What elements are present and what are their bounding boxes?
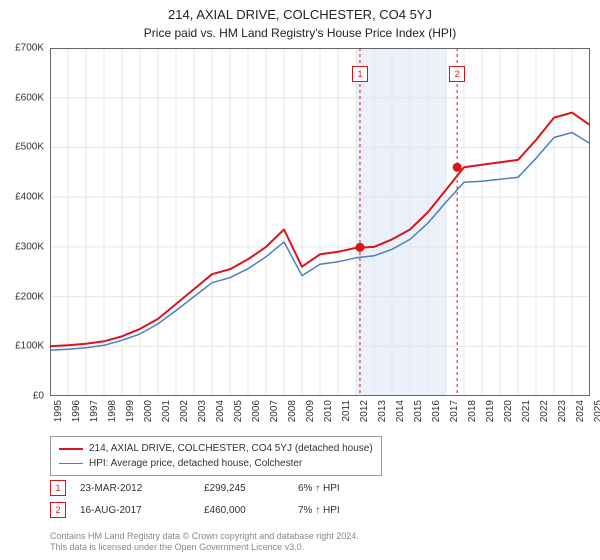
footer-line: This data is licensed under the Open Gov… <box>50 542 359 554</box>
x-axis-label: 2010 <box>323 400 334 422</box>
sale-date: 23-MAR-2012 <box>80 483 190 494</box>
x-axis-label: 2017 <box>449 400 460 422</box>
y-axis-label: £200K <box>15 291 44 302</box>
legend-item: HPI: Average price, detached house, Colc… <box>59 456 373 471</box>
x-axis-label: 2020 <box>503 400 514 422</box>
page-subtitle: Price paid vs. HM Land Registry's House … <box>0 24 600 40</box>
x-axis-label: 2007 <box>269 400 280 422</box>
sale-price: £299,245 <box>204 483 284 494</box>
y-axis-label: £400K <box>15 192 44 203</box>
x-axis-label: 2015 <box>413 400 424 422</box>
sale-pct: 6% ↑ HPI <box>298 483 398 494</box>
y-axis-label: £700K <box>15 43 44 54</box>
sale-pct: 7% ↑ HPI <box>298 505 398 516</box>
legend-label: HPI: Average price, detached house, Colc… <box>89 456 302 471</box>
sale-row: 2 16-AUG-2017 £460,000 7% ↑ HPI <box>50 502 398 518</box>
x-axis-label: 2023 <box>557 400 568 422</box>
sale-date: 16-AUG-2017 <box>80 505 190 516</box>
x-axis-label: 2025 <box>593 400 600 422</box>
footer-line: Contains HM Land Registry data © Crown c… <box>50 531 359 543</box>
legend-swatch <box>59 448 83 450</box>
sale-marker-icon: 1 <box>50 480 66 496</box>
x-axis-label: 2009 <box>305 400 316 422</box>
x-axis-label: 2019 <box>485 400 496 422</box>
x-axis-label: 2014 <box>395 400 406 422</box>
x-axis-label: 2002 <box>179 400 190 422</box>
y-axis-label: £100K <box>15 341 44 352</box>
legend: 214, AXIAL DRIVE, COLCHESTER, CO4 5YJ (d… <box>50 436 382 476</box>
x-axis-label: 2005 <box>233 400 244 422</box>
x-axis-label: 2021 <box>521 400 532 422</box>
x-axis-label: 2016 <box>431 400 442 422</box>
x-axis-label: 1997 <box>89 400 100 422</box>
legend-item: 214, AXIAL DRIVE, COLCHESTER, CO4 5YJ (d… <box>59 441 373 456</box>
x-axis-label: 2022 <box>539 400 550 422</box>
y-axis-label: £300K <box>15 241 44 252</box>
x-axis-label: 2008 <box>287 400 298 422</box>
chart-svg <box>50 48 590 396</box>
y-axis-label: £600K <box>15 92 44 103</box>
x-axis-label: 2018 <box>467 400 478 422</box>
x-axis-label: 1995 <box>53 400 64 422</box>
sale-marker-icon: 2 <box>50 502 66 518</box>
x-axis-label: 2024 <box>575 400 586 422</box>
page-title: 214, AXIAL DRIVE, COLCHESTER, CO4 5YJ <box>0 0 600 24</box>
x-axis-label: 1999 <box>125 400 136 422</box>
x-axis-label: 2003 <box>197 400 208 422</box>
x-axis-label: 2011 <box>341 400 352 422</box>
x-axis-label: 2004 <box>215 400 226 422</box>
x-axis-label: 1996 <box>71 400 82 422</box>
x-axis-label: 2006 <box>251 400 262 422</box>
footer: Contains HM Land Registry data © Crown c… <box>50 531 359 554</box>
chart: £0£100K£200K£300K£400K£500K£600K£700K 19… <box>50 48 590 396</box>
chart-sale-marker: 2 <box>449 66 465 82</box>
legend-swatch <box>59 463 83 465</box>
legend-label: 214, AXIAL DRIVE, COLCHESTER, CO4 5YJ (d… <box>89 441 373 456</box>
sale-row: 1 23-MAR-2012 £299,245 6% ↑ HPI <box>50 480 398 496</box>
x-axis-label: 2013 <box>377 400 388 422</box>
x-axis-label: 1998 <box>107 400 118 422</box>
x-axis-label: 2001 <box>161 400 172 422</box>
y-axis-label: £500K <box>15 142 44 153</box>
sale-price: £460,000 <box>204 505 284 516</box>
y-axis-label: £0 <box>33 391 44 402</box>
chart-sale-marker: 1 <box>352 66 368 82</box>
x-axis-label: 2012 <box>359 400 370 422</box>
x-axis-label: 2000 <box>143 400 154 422</box>
